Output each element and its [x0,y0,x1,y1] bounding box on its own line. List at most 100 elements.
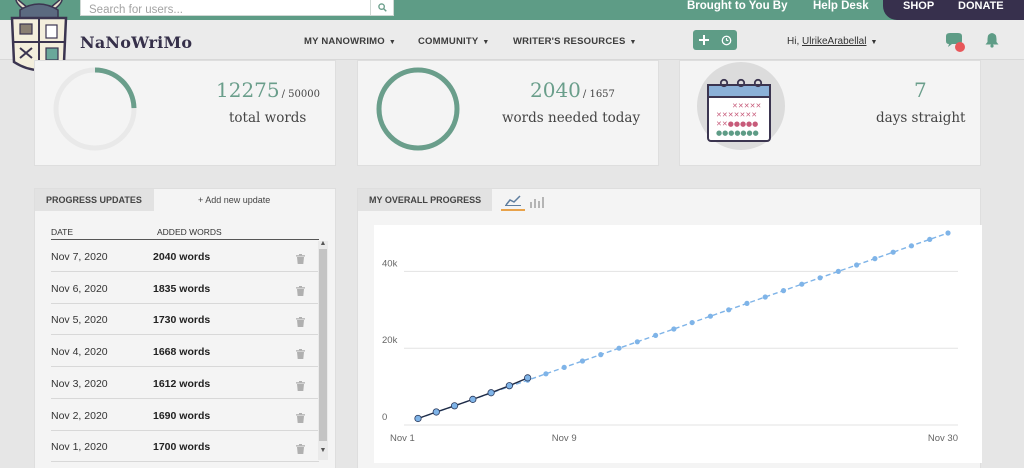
total-words-card: 12275/ 50000 total words [34,60,336,166]
words-needed-value: 2040 [530,78,581,102]
words-needed-card: 2040/ 1657 words needed today [357,60,659,166]
search-input[interactable] [81,3,371,17]
delete-update-button[interactable] [296,251,305,269]
caret-down-icon: ▼ [388,39,396,46]
brought-to-you-link[interactable]: Brought to You By [687,0,788,12]
row-words: 1668 words [153,346,211,359]
timer-quick-button[interactable] [715,30,737,50]
target-point [854,262,860,268]
search-icon [377,3,387,12]
actual-point[interactable] [450,402,459,410]
table-row: Nov 6, 2020 1835 words [51,273,319,304]
row-date: Nov 6, 2020 [51,282,108,295]
add-new-update-link[interactable]: + Add new update [198,195,271,205]
bar-chart-icon [530,196,544,208]
row-date: Nov 2, 2020 [51,409,108,422]
target-point [945,230,951,236]
shop-link[interactable]: SHOP [903,0,935,12]
table-row: Nov 2, 2020 1690 words [51,400,319,431]
nav-my-nanowrimo[interactable]: MY NANOWRIMO ▼ [304,36,396,47]
table-row: Nov 4, 2020 1668 words [51,336,319,368]
nav-label: COMMUNITY [418,36,479,47]
messages-button[interactable] [944,32,968,59]
actual-point[interactable] [524,374,532,382]
table-row: Nov 3, 2020 1612 words [51,368,319,399]
help-desk-link[interactable]: Help Desk [813,0,869,12]
bar-chart-tab[interactable] [525,192,549,211]
main-nav: NaNoWriMo MY NANOWRIMO ▼ COMMUNITY ▼ WRITE… [0,20,1024,60]
target-point [671,326,677,332]
progress-chart-area: 0 20k 40k Nov 1 Nov 9 Nov 30 [374,225,982,463]
user-menu[interactable]: Hi, UlrikeArabellal ▼ [787,36,877,47]
words-needed-label: words needed today [502,110,641,126]
line-chart-tab[interactable] [501,192,525,211]
row-date: Nov 1, 2020 [51,441,108,454]
nav-community[interactable]: COMMUNITY ▼ [418,36,490,47]
greeting: Hi, [787,36,802,47]
x-tick-label: Nov 1 [390,433,415,444]
add-update-quick-button[interactable] [693,30,715,50]
table-scrollbar[interactable]: ▲ ▼ [318,240,328,460]
nav-label: WRITER'S RESOURCES [513,36,626,47]
target-point [780,288,787,294]
overall-progress-panel: MY OVERALL PROGRESS 0 20k 40k Nov 1 Nov 9 Nov… [357,188,982,468]
overall-progress-title: MY OVERALL PROGRESS [358,189,492,211]
table-row: Nov 1, 2020 1700 words [51,431,319,463]
svg-text:●●●●●●●: ●●●●●●● [716,129,759,137]
svg-text:✕✕✕✕✕✕✕: ✕✕✕✕✕✕✕ [716,111,757,119]
search-button[interactable] [370,0,393,15]
nav-writers-resources[interactable]: WRITER'S RESOURCES ▼ [513,36,637,47]
row-words: 1612 words [153,377,211,390]
shop-donate-bar: SHOP DONATE [883,0,1024,20]
y-tick-label: 0 [382,412,387,423]
row-date: Nov 3, 2020 [51,377,108,390]
plus-icon [699,35,709,45]
trash-icon [296,412,305,423]
scroll-up-icon[interactable]: ▲ [319,240,327,247]
delete-update-button[interactable] [296,441,305,459]
caret-down-icon: ▼ [482,39,490,46]
timer-icon [721,35,731,45]
column-header-added-words: ADDED WORDS [157,227,222,237]
target-point [598,352,604,358]
calendar-icon: ✕✕✕✕✕ ✕✕✕✕✕✕✕ ✕✕●●●●● ●●●●●●● [697,62,785,150]
target-point [543,371,549,377]
actual-point[interactable] [487,389,495,397]
actual-point[interactable] [469,395,477,403]
y-tick-label: 20k [382,335,398,346]
target-point [744,300,750,306]
nav-label: MY NANOWRIMO [304,36,385,47]
target-point [872,256,878,262]
actual-point[interactable] [432,408,440,416]
target-point [762,294,768,300]
row-date: Nov 4, 2020 [51,346,108,359]
delete-update-button[interactable] [296,314,305,332]
line-chart-icon [505,195,521,206]
streak-value: 7 [914,78,927,102]
notifications-button[interactable] [984,32,1000,53]
target-point [835,268,841,274]
row-words: 1835 words [153,282,211,295]
actual-point[interactable] [414,414,422,423]
delete-update-button[interactable] [296,410,305,428]
column-header-date: DATE [51,227,74,237]
target-point [579,358,586,364]
trash-icon [296,349,305,360]
delete-update-button[interactable] [296,346,305,364]
delete-update-button[interactable] [296,283,305,301]
scroll-down-icon[interactable]: ▼ [319,447,327,454]
words-needed-goal: / 1657 [582,89,615,100]
target-point [817,275,823,281]
actual-point[interactable] [505,382,513,390]
target-point [726,307,732,313]
total-words-value-line: 12275/ 50000 [216,78,320,102]
target-point [689,319,695,326]
donate-link[interactable]: DONATE [958,0,1004,12]
target-point [634,339,640,345]
y-tick-label: 40k [382,258,398,269]
x-tick-label: Nov 30 [928,433,958,444]
brand-name[interactable]: NaNoWriMo [80,33,193,52]
delete-update-button[interactable] [296,378,305,396]
scrollbar-thumb[interactable] [319,249,327,441]
quick-actions [693,30,737,50]
